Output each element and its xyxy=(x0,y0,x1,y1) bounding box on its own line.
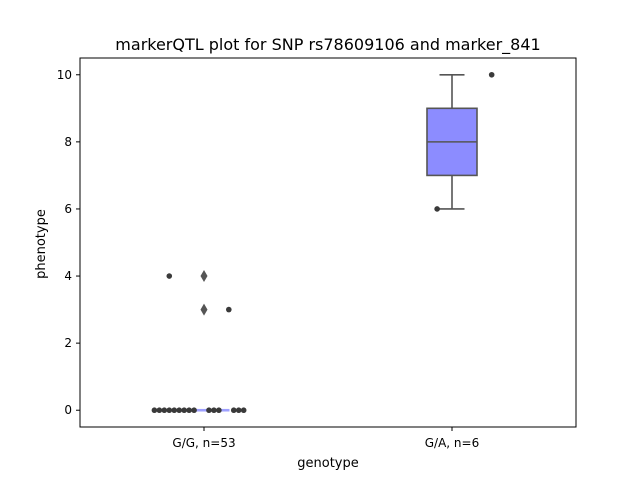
data-point xyxy=(186,407,192,414)
y-tick-label: 0 xyxy=(64,403,72,417)
y-tick-label: 6 xyxy=(64,202,72,216)
data-point xyxy=(488,71,495,78)
x-tick-label: G/A, n=6 xyxy=(425,436,479,450)
data-point xyxy=(181,407,187,414)
outlier-marker xyxy=(200,270,208,283)
data-point xyxy=(216,407,222,414)
chart-title: markerQTL plot for SNP rs78609106 and ma… xyxy=(115,35,540,55)
x-axis-label: genotype xyxy=(297,456,358,471)
data-point xyxy=(161,407,168,414)
data-point xyxy=(240,407,247,414)
data-point xyxy=(230,407,237,414)
data-point xyxy=(235,407,242,414)
data-point xyxy=(156,407,163,414)
y-axis-label: phenotype xyxy=(34,209,49,279)
y-tick-label: 8 xyxy=(64,135,72,149)
data-point xyxy=(211,407,217,414)
data-point xyxy=(206,407,212,414)
plot-area: 0 2 4 6 8 10 G/G, n=53 G/A, n=6 xyxy=(57,57,577,450)
data-point xyxy=(166,407,173,414)
x-tick-label: G/G, n=53 xyxy=(172,436,235,450)
outlier-marker xyxy=(200,303,208,316)
data-point xyxy=(176,407,182,414)
data-point xyxy=(151,407,158,414)
plot-frame xyxy=(79,57,577,428)
y-tick-label: 10 xyxy=(57,68,72,82)
data-point xyxy=(166,273,173,279)
y-tick-label: 4 xyxy=(64,269,72,283)
data-point xyxy=(191,407,197,414)
y-tick-label: 2 xyxy=(64,336,72,350)
data-point xyxy=(226,306,232,313)
data-point xyxy=(434,206,440,212)
data-point xyxy=(171,407,178,414)
